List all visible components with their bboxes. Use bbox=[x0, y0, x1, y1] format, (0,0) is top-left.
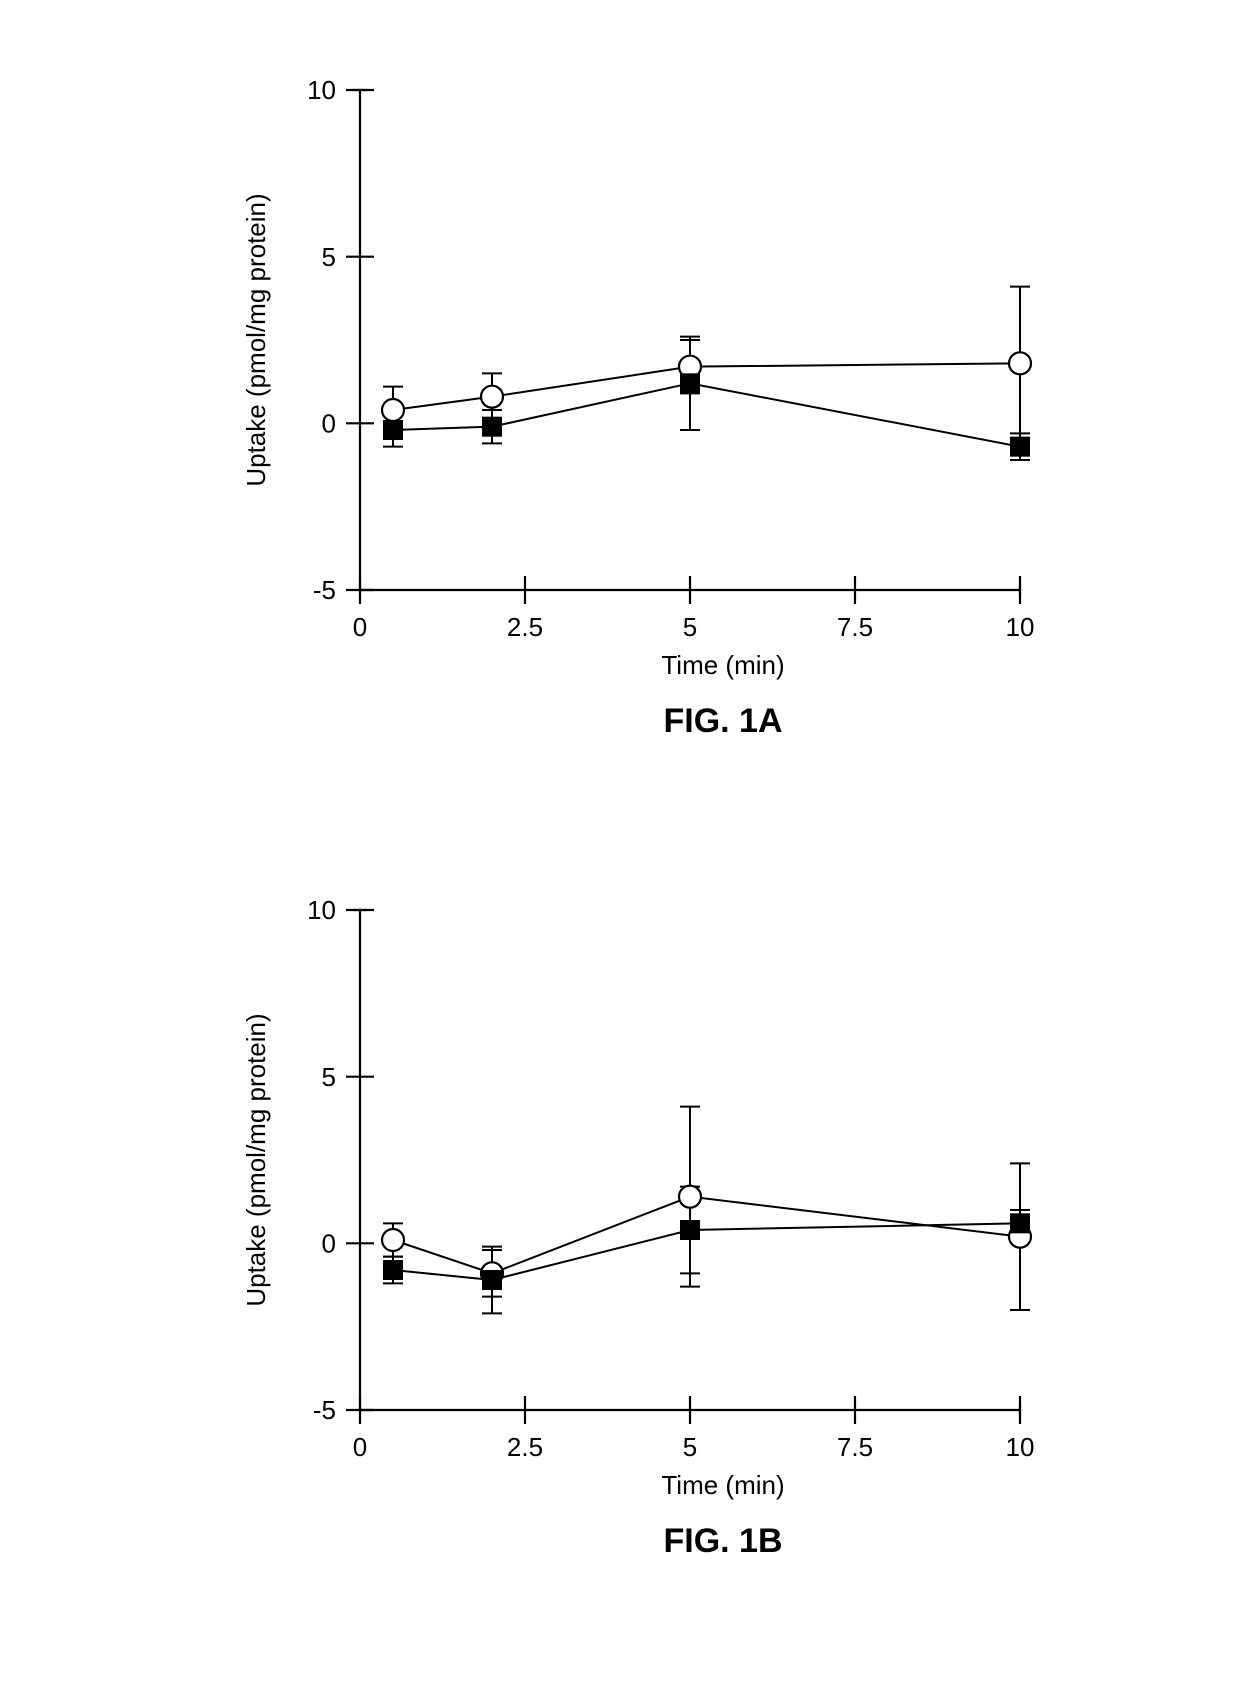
x-tick-label: 7.5 bbox=[837, 1432, 873, 1462]
marker-open-circle bbox=[679, 1186, 701, 1208]
y-tick-label: 5 bbox=[322, 1062, 336, 1092]
figure-title: FIG. 1B bbox=[663, 1522, 782, 1560]
x-tick-label: 2.5 bbox=[507, 1432, 543, 1462]
y-tick-label: -5 bbox=[313, 1395, 336, 1425]
x-axis-label: Time (min) bbox=[661, 650, 784, 680]
chart-figB: -5 0 5 10 0 2.5 5 7.5 10 Time (min) Uptake (pmol/m… bbox=[200, 870, 1080, 1570]
marker-open-circle bbox=[382, 399, 404, 421]
x-tick-label: 0 bbox=[353, 612, 367, 642]
marker-filled-square bbox=[483, 1271, 501, 1289]
x-tick-label: 5 bbox=[683, 612, 697, 642]
marker-filled-square bbox=[384, 421, 402, 439]
x-tick-label: 10 bbox=[1006, 612, 1035, 642]
y-axis-label: Uptake (pmol/mg protein) bbox=[241, 1013, 271, 1306]
y-tick-label: 0 bbox=[322, 1228, 336, 1258]
y-tick-label: 0 bbox=[322, 408, 336, 438]
figure-title: FIG. 1A bbox=[663, 702, 782, 740]
marker-filled-square bbox=[483, 418, 501, 436]
page: -5 0 5 10 0 2.5 5 7.5 10 Time (min) Uptake (pmol/m… bbox=[0, 0, 1240, 1688]
x-tick-label: 7.5 bbox=[837, 612, 873, 642]
marker-filled-square bbox=[1011, 1214, 1029, 1232]
series-line-open-circle bbox=[393, 1197, 1020, 1274]
marker-filled-square bbox=[681, 1221, 699, 1239]
y-tick-label: 5 bbox=[322, 242, 336, 272]
marker-open-circle bbox=[382, 1229, 404, 1251]
y-tick-label: 10 bbox=[307, 895, 336, 925]
chart-figA: -5 0 5 10 0 2.5 5 7.5 10 Time (min) Uptake (pmol/m… bbox=[200, 50, 1080, 750]
x-tick-label: 2.5 bbox=[507, 612, 543, 642]
x-axis-label: Time (min) bbox=[661, 1470, 784, 1500]
y-axis-label: Uptake (pmol/mg protein) bbox=[241, 193, 271, 486]
marker-filled-square bbox=[681, 374, 699, 392]
x-tick-label: 0 bbox=[353, 1432, 367, 1462]
marker-filled-square bbox=[1011, 438, 1029, 456]
marker-filled-square bbox=[384, 1261, 402, 1279]
marker-open-circle bbox=[481, 386, 503, 408]
x-tick-label: 5 bbox=[683, 1432, 697, 1462]
y-tick-label: -5 bbox=[313, 575, 336, 605]
y-tick-label: 10 bbox=[307, 75, 336, 105]
marker-open-circle bbox=[1009, 352, 1031, 374]
x-tick-label: 10 bbox=[1006, 1432, 1035, 1462]
